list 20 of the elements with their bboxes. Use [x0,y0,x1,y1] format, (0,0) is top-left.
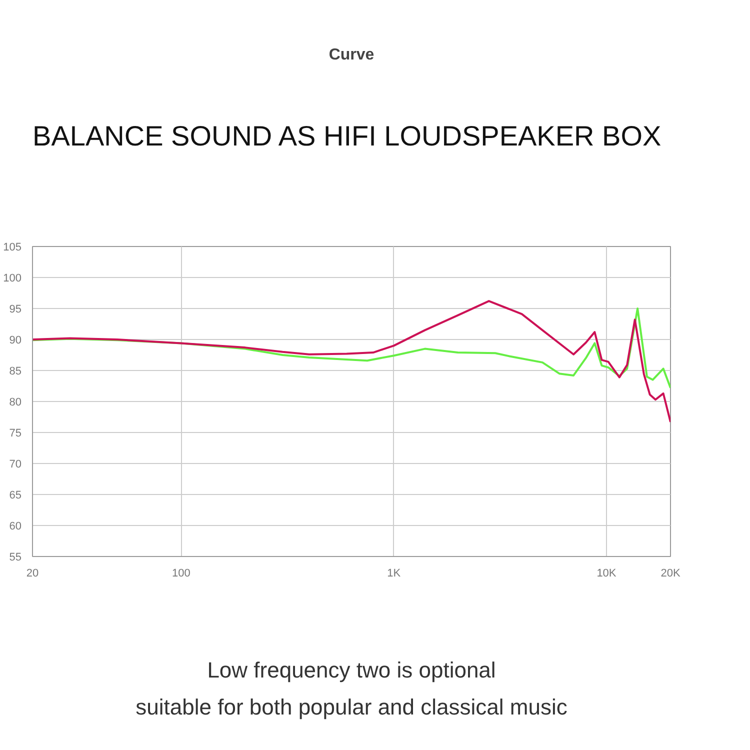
y-tick-label: 100 [3,272,22,284]
y-tick-label: 85 [9,366,22,378]
y-tick-label: 105 [3,242,22,254]
x-tick-label: 100 [172,568,190,580]
y-tick-label: 65 [9,490,22,502]
chart-title: BALANCE SOUND AS HIFI LOUDSPEAKER BOX [32,120,662,152]
text: suitable for both popular and classical music [136,694,568,720]
y-tick-label: 80 [9,396,22,408]
y-tick-label: 70 [9,458,22,470]
x-tick-label: 20 [26,568,39,580]
y-tick-label: 95 [9,304,22,316]
text: Low frequency two is optional [207,658,496,682]
y-tick-label: 90 [9,334,22,346]
chart-subtitle: Curve [328,46,374,64]
x-tick-label: 1K [387,568,402,580]
x-tick-label: 10K [596,568,617,580]
y-tick-label: 55 [9,552,22,564]
y-tick-label: 75 [9,428,22,440]
y-tick-label: 60 [9,520,22,532]
x-tick-label: 20K [660,568,681,580]
